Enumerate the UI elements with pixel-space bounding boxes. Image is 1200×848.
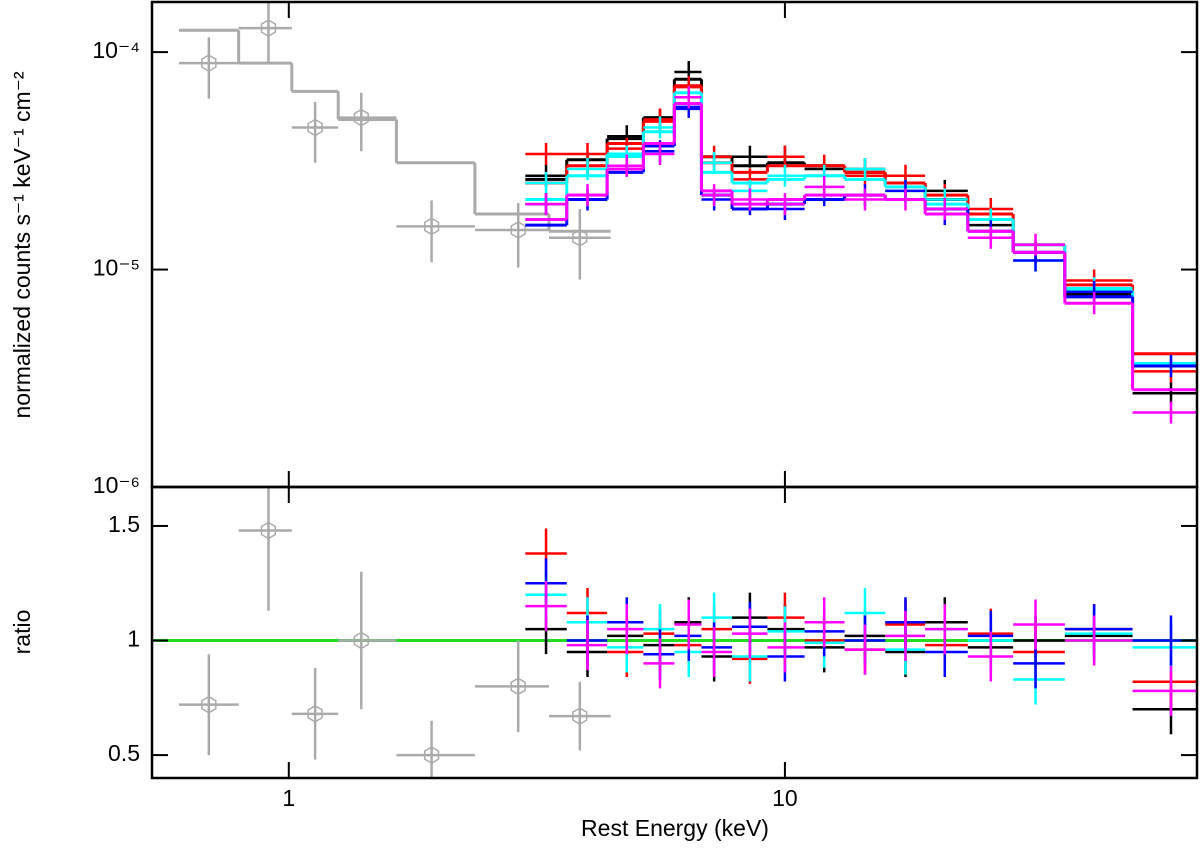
data-point	[767, 145, 805, 168]
data-point	[396, 200, 475, 263]
ratio-point	[885, 610, 926, 661]
data-point	[701, 151, 733, 174]
data-point	[525, 193, 567, 216]
marker-star	[353, 631, 369, 650]
marker-star	[260, 19, 277, 37]
marker-star	[307, 704, 323, 723]
y-tick-label: 10⁻⁴	[92, 37, 140, 63]
ratio-point	[549, 681, 611, 751]
data-point	[767, 193, 805, 216]
ratio-point	[804, 597, 845, 648]
data-point	[804, 175, 845, 198]
data-point	[701, 184, 733, 207]
plot-area	[179, 2, 1197, 424]
data-point	[525, 172, 567, 195]
data-point	[732, 145, 768, 168]
plot-frame	[150, 485, 1199, 780]
y-tick-label: 1	[127, 626, 140, 652]
plot-area	[152, 487, 1197, 778]
marker-star	[572, 707, 588, 725]
data-point	[674, 86, 702, 109]
data-point	[643, 142, 675, 165]
data-point	[967, 226, 1014, 249]
ratio-point	[607, 604, 644, 655]
data-point	[844, 188, 886, 211]
data-point	[885, 188, 926, 211]
data-point	[767, 164, 805, 187]
data-point	[732, 188, 768, 211]
data-point	[549, 208, 611, 280]
ratio-point	[179, 654, 239, 756]
ratio-point	[967, 631, 1014, 682]
ratio-point	[238, 487, 292, 611]
marker-star	[423, 217, 440, 236]
data-point	[566, 158, 608, 181]
ratio-point	[396, 720, 475, 778]
ratio-point	[844, 624, 886, 675]
data-point	[1013, 233, 1065, 256]
data-point	[1064, 292, 1133, 315]
ratio-point	[291, 668, 339, 760]
ratio-point	[1064, 615, 1133, 666]
data-point	[291, 101, 339, 163]
data-point	[925, 197, 968, 220]
ratio-point	[566, 620, 608, 671]
marker-star	[510, 221, 526, 239]
x-axis-label: Rest Energy (keV)	[581, 815, 769, 841]
ratio-point	[925, 604, 968, 655]
ratio-point	[643, 638, 675, 689]
marker-star	[353, 108, 369, 127]
marker-star	[423, 746, 440, 764]
marker-star	[260, 521, 277, 540]
data-point	[238, 2, 292, 64]
x-tick-label: 1	[282, 785, 295, 811]
data-point	[566, 184, 608, 207]
data-point	[525, 142, 567, 165]
ratio-point	[338, 571, 397, 710]
ratio-point	[701, 626, 733, 677]
data-point	[643, 116, 675, 139]
data-point	[844, 158, 886, 181]
marker-star	[307, 118, 323, 137]
y-tick-label: 0.5	[108, 740, 140, 766]
y-axis-label: normalized counts s⁻¹ keV⁻¹ cm⁻²	[9, 71, 35, 418]
y-axis-label: ratio	[9, 610, 35, 655]
y-tick-label: 10⁻⁵	[93, 255, 140, 281]
y-tick-label: 10⁻⁶	[93, 472, 140, 498]
ratio-point	[525, 581, 567, 632]
data-point	[607, 154, 644, 177]
data-point	[179, 37, 239, 99]
data-point	[338, 92, 397, 152]
x-tick-label: 10	[772, 785, 798, 811]
ratio-point	[674, 599, 702, 650]
marker-star	[201, 54, 217, 72]
marker-star	[572, 228, 588, 247]
ratio-point	[767, 622, 805, 673]
marker-star	[510, 677, 526, 696]
marker-star	[201, 695, 217, 714]
ratio-point	[732, 608, 768, 659]
ratio-point	[1013, 599, 1065, 650]
y-tick-label: 1.5	[108, 511, 140, 537]
